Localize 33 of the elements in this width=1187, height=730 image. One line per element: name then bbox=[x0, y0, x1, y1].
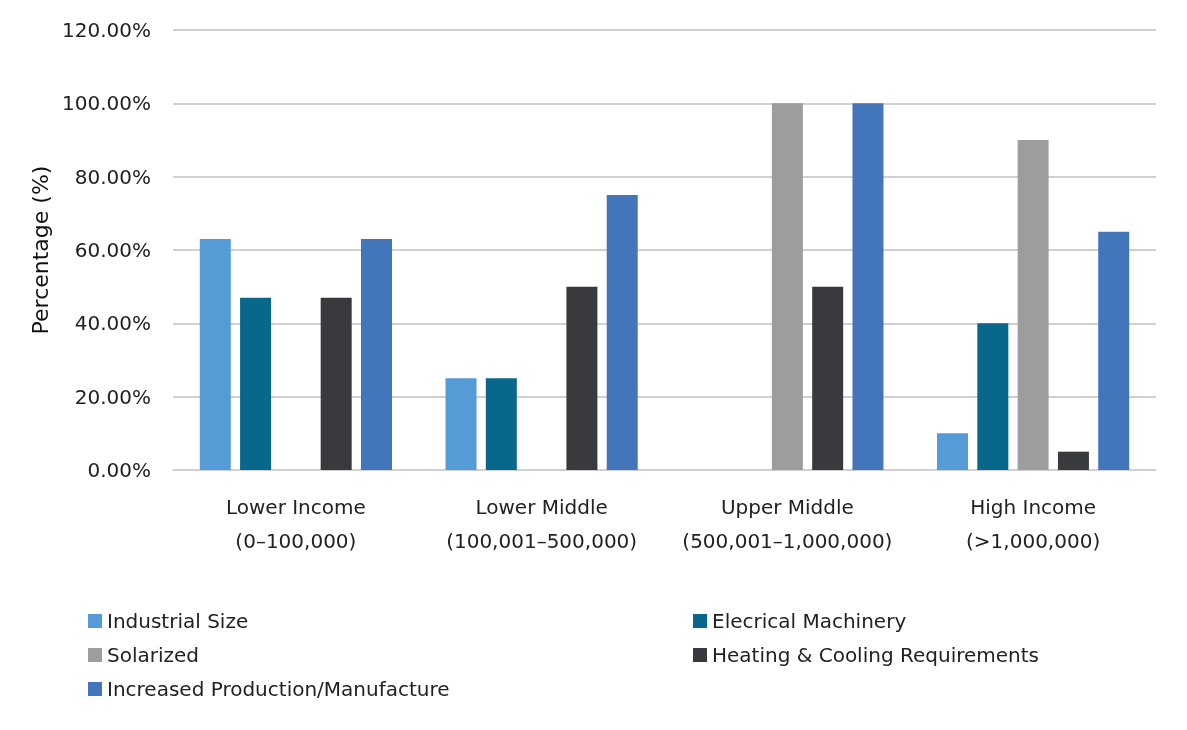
bar bbox=[977, 323, 1009, 470]
bar bbox=[1017, 140, 1049, 470]
bar bbox=[1057, 451, 1089, 470]
bar bbox=[240, 297, 272, 470]
bar bbox=[485, 378, 517, 470]
legend-label: Heating & Cooling Requirements bbox=[712, 643, 1040, 667]
legend-label: Increased Production/Manufacture bbox=[107, 677, 450, 701]
bar bbox=[852, 103, 884, 470]
y-tick-label: 20.00% bbox=[74, 384, 151, 409]
x-tick-label: High Income (>1,000,000) bbox=[966, 495, 1101, 553]
y-tick-label: 0.00% bbox=[87, 458, 151, 482]
bar bbox=[445, 378, 477, 470]
bar bbox=[812, 286, 844, 470]
y-tick-label: 60.00% bbox=[74, 238, 151, 262]
bar bbox=[771, 103, 803, 470]
legend-label: Industrial Size bbox=[107, 609, 249, 633]
legend-label: Elecrical Machinery bbox=[712, 609, 907, 633]
x-tick-label: Lower Income (0–100,000) bbox=[225, 495, 366, 553]
bar bbox=[360, 239, 392, 470]
x-tick-label: Upper Middle (500,001–1,000,000) bbox=[682, 495, 893, 553]
bar bbox=[606, 195, 638, 470]
y-tick-label: 40.00% bbox=[74, 311, 151, 336]
bar bbox=[566, 286, 598, 470]
x-tick-label: Lower Middle (100,001–500,000) bbox=[446, 495, 638, 553]
y-tick-label: 120.00% bbox=[62, 18, 151, 42]
bar bbox=[937, 433, 969, 470]
legend-label: Solarized bbox=[107, 643, 200, 667]
y-tick-label: 100.00% bbox=[62, 91, 151, 116]
bar bbox=[1098, 231, 1130, 470]
y-tick-label: 80.00% bbox=[74, 164, 151, 189]
bar bbox=[199, 239, 231, 470]
bar bbox=[320, 297, 352, 470]
y-axis-title: Percentage (%) bbox=[27, 165, 53, 335]
